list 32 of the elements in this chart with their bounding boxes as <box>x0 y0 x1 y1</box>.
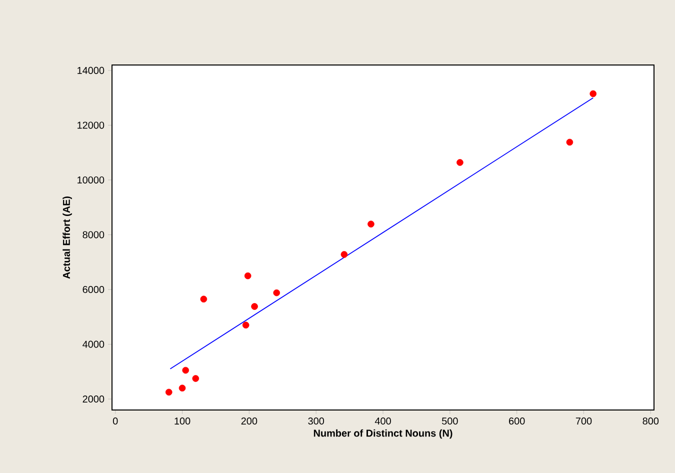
y-tick-label: 6000 <box>82 286 104 294</box>
point <box>244 272 252 280</box>
point <box>182 366 190 374</box>
x-tick-label: 400 <box>374 418 391 425</box>
y-axis-title: Actual Effort (AE) <box>62 196 72 279</box>
x-tick-label: 200 <box>241 418 258 425</box>
x-axis-title: Number of Distinct Nouns (N) <box>314 429 452 439</box>
y-tick-label: 14000 <box>78 66 104 74</box>
x-tick-label: 800 <box>642 418 659 425</box>
point <box>273 289 280 296</box>
point <box>192 375 200 382</box>
y-tick-label: 10000 <box>78 176 104 184</box>
x-tick-label: 700 <box>576 418 592 425</box>
point <box>566 138 574 146</box>
point <box>200 296 208 302</box>
point <box>251 303 258 310</box>
point <box>178 384 186 392</box>
y-tick-label: 4000 <box>82 340 104 348</box>
x-tick-label: 600 <box>509 418 525 425</box>
point <box>165 388 172 396</box>
point <box>590 90 597 98</box>
x-tick-label: 0 <box>112 418 118 425</box>
x-tick-label: 500 <box>442 418 458 425</box>
y-tick-label: 2000 <box>82 396 104 403</box>
x-tick-label: 300 <box>308 418 324 425</box>
point <box>242 322 250 329</box>
y-tick-label: 12000 <box>78 122 104 129</box>
y-tick-label: 8000 <box>82 231 104 238</box>
point <box>456 159 464 166</box>
x-tick-label: 100 <box>174 418 190 425</box>
point <box>340 251 348 258</box>
point <box>368 220 374 228</box>
